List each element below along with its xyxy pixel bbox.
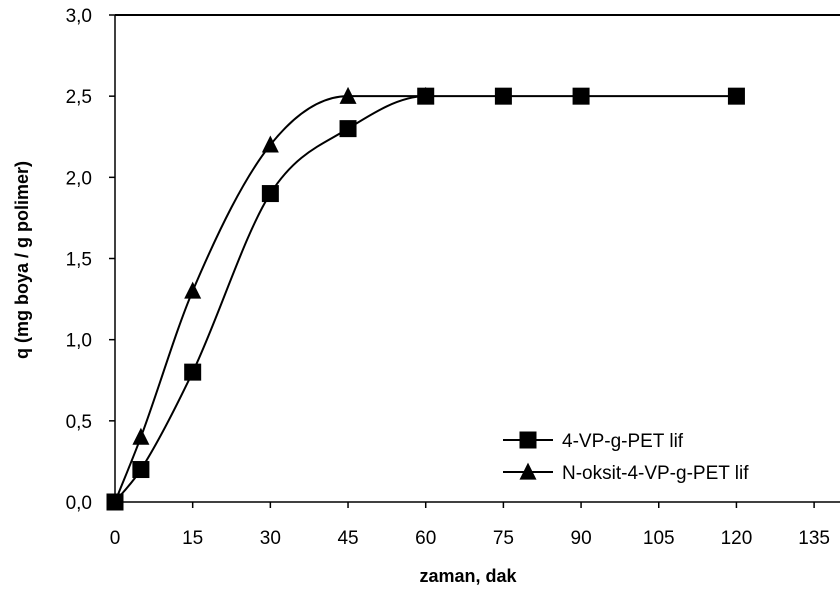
series-2-marker	[132, 427, 150, 445]
x-tick-label: 105	[643, 528, 675, 549]
series-2-marker	[106, 492, 124, 510]
series-1-marker	[494, 87, 512, 105]
series-1-marker	[727, 87, 745, 105]
y-tick-label: 2,5	[66, 87, 92, 108]
legend-marker	[519, 462, 537, 480]
axes-layer	[109, 14, 840, 508]
y-tick-label: 3,0	[66, 6, 92, 27]
legend-item-2: N-oksit-4-VP-g-PET lif	[503, 462, 749, 484]
x-tick-label: 0	[110, 528, 121, 549]
series-1-marker	[572, 87, 590, 105]
y-tick-label: 0,0	[66, 493, 92, 514]
series-2-marker	[261, 135, 279, 153]
series-2	[106, 86, 435, 510]
legend-label: N-oksit-4-VP-g-PET lif	[562, 463, 749, 484]
x-tick-label: 120	[721, 528, 753, 549]
y-axis-title: q (mg boya / g polimer)	[12, 161, 32, 359]
x-tick-label: 75	[493, 528, 514, 549]
y-tick-label: 2,0	[66, 168, 92, 189]
x-tick-label: 60	[415, 528, 436, 549]
legend-item-1: 4-VP-g-PET lif	[503, 431, 684, 452]
series-layer	[106, 86, 745, 511]
x-axis-title: zaman, dak	[419, 566, 517, 586]
x-tick-label: 45	[337, 528, 358, 549]
legend-label: 4-VP-g-PET lif	[562, 431, 684, 452]
series-2-marker	[417, 86, 435, 104]
y-tick-label: 0,5	[66, 412, 92, 433]
series-1-marker	[132, 461, 150, 479]
tick-labels-layer: 0,0 0,5 1,0 1,5 2,0 2,5 3,0 0 15 30 45 60 75 90 105 120…	[66, 6, 830, 549]
series-2-marker	[184, 281, 202, 299]
legend-marker	[519, 431, 537, 449]
series-1-marker	[184, 363, 202, 381]
x-tick-label: 135	[798, 528, 830, 549]
series-1-marker	[339, 120, 357, 138]
x-tick-label: 90	[571, 528, 592, 549]
series-2-line	[114, 95, 426, 503]
y-tick-label: 1,0	[66, 331, 92, 352]
legend: 4-VP-g-PET lif N-oksit-4-VP-g-PET lif	[503, 431, 749, 484]
series-2-marker	[339, 86, 357, 104]
y-tick-label: 1,5	[66, 250, 92, 271]
x-tick-label: 30	[260, 528, 281, 549]
x-tick-label: 15	[182, 528, 203, 549]
series-1-marker	[261, 185, 279, 203]
